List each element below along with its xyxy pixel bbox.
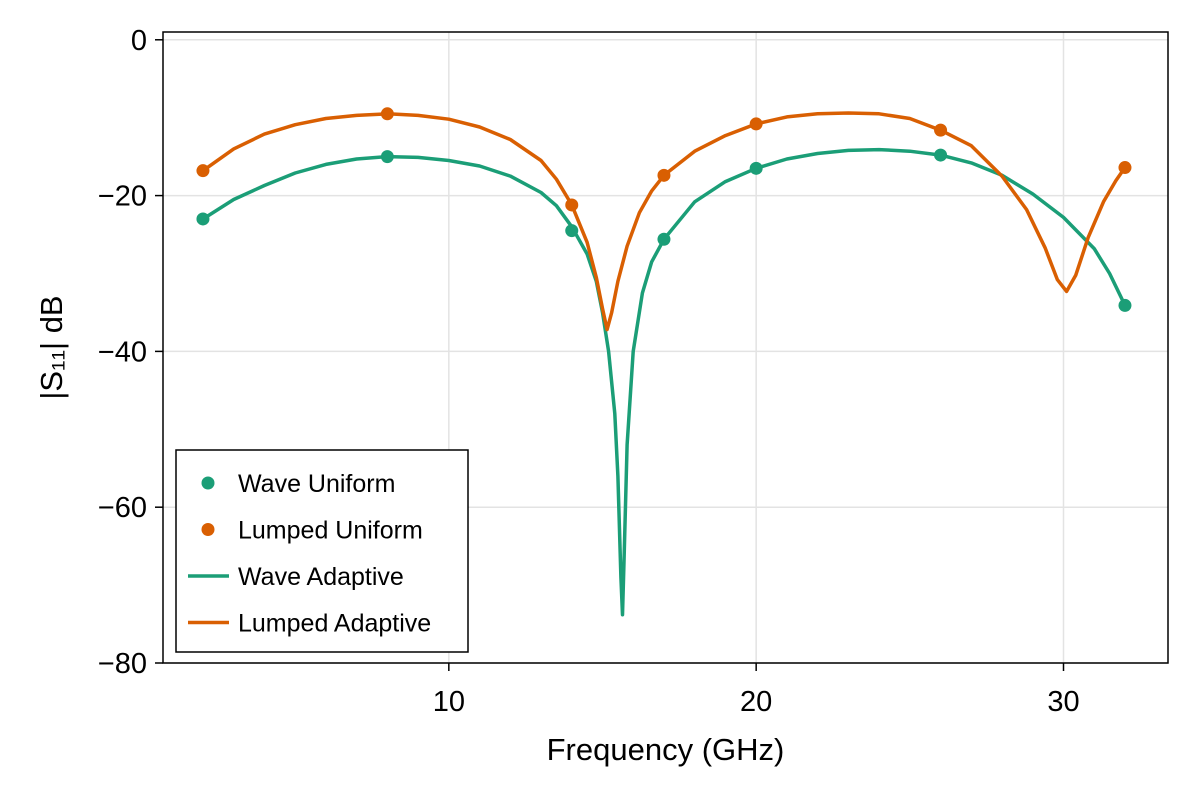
data-point: [1118, 161, 1132, 175]
data-point: [380, 150, 394, 164]
x-axis-label: Frequency (GHz): [547, 732, 785, 767]
legend-item: Wave Uniform: [201, 470, 395, 498]
data-point: [934, 148, 948, 162]
legend-item: Wave Adaptive: [188, 563, 404, 591]
data-point: [934, 123, 948, 137]
x-tick-label: 10: [433, 686, 465, 718]
legend-label: Wave Uniform: [238, 470, 395, 498]
data-point: [749, 117, 763, 131]
series-points-lumped-uniform: [196, 107, 1132, 212]
x-tick-label: 20: [740, 686, 772, 718]
plot-series: [196, 107, 1132, 617]
y-tick-label: 0: [131, 25, 147, 57]
data-point: [657, 232, 671, 246]
legend-box: [175, 449, 469, 653]
data-point: [196, 212, 210, 226]
x-tick-label: 30: [1047, 686, 1079, 718]
y-tick-label: −80: [98, 648, 147, 680]
axis-ticks: 10 20 30 0 −20 −40 −60 −80: [98, 25, 1080, 718]
y-tick-label: −60: [98, 492, 147, 524]
legend-label: Lumped Adaptive: [238, 610, 431, 638]
y-tick-label: −40: [98, 336, 147, 368]
plot-frame: [162, 31, 1169, 664]
series-points-wave-uniform: [196, 148, 1132, 312]
y-tick-label: −20: [98, 181, 147, 213]
legend-item: Lumped Uniform: [201, 517, 423, 545]
legend-marker: [201, 523, 215, 536]
data-point: [565, 198, 579, 212]
legend: Wave Uniform Lumped Uniform Wave Adaptive L…: [175, 449, 469, 653]
data-point: [1118, 298, 1132, 312]
data-point: [657, 168, 671, 182]
legend-label: Lumped Uniform: [238, 517, 423, 545]
legend-label: Wave Adaptive: [238, 563, 404, 591]
data-point: [380, 107, 394, 121]
data-point: [196, 164, 210, 178]
y-axis-label: |S₁₁| dB: [34, 295, 69, 399]
legend-marker: [201, 476, 215, 490]
data-point: [749, 161, 763, 175]
legend-item: Lumped Adaptive: [188, 610, 431, 638]
series-line-lumped-adaptive: [201, 111, 1127, 332]
data-point: [565, 224, 579, 238]
